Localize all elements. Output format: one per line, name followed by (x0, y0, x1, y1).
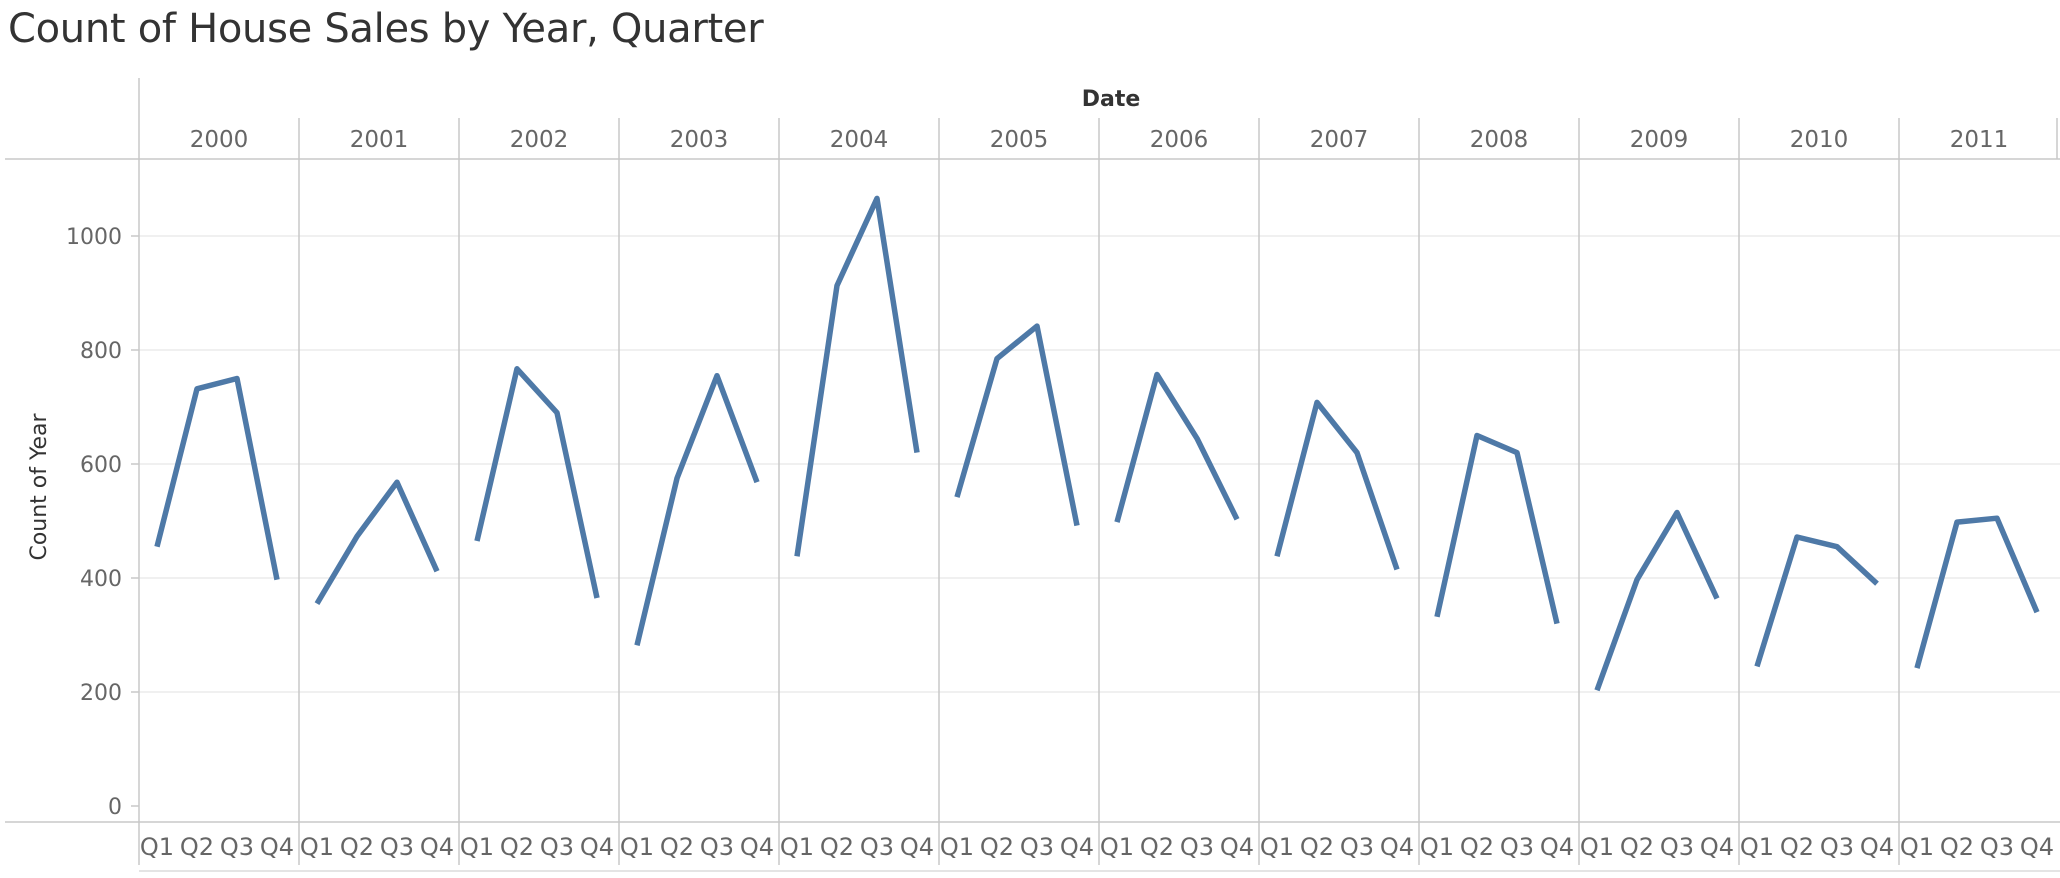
x-tick-label-2005-Q3: Q3 (1020, 833, 1054, 861)
series-line-2011 (1914, 515, 2040, 669)
x-tick-label-2006-Q3: Q3 (1180, 833, 1214, 861)
x-tick-label-2007-Q2: Q2 (1300, 833, 1334, 861)
series-line-2008 (1434, 432, 1560, 625)
x-tick-label-2001-Q4: Q4 (420, 833, 454, 861)
x-tick-label-2011-Q1: Q1 (1900, 833, 1934, 861)
year-header-2010: 2010 (1790, 127, 1849, 153)
x-tick-label-2003-Q3: Q3 (700, 833, 734, 861)
x-tick-label-2011-Q2: Q2 (1940, 833, 1974, 861)
chart-frame (5, 78, 2060, 872)
x-tick-label-2004-Q2: Q2 (820, 833, 854, 861)
x-tick-label-2010-Q3: Q3 (1820, 833, 1854, 861)
x-tick-label-2009-Q1: Q1 (1580, 833, 1614, 861)
x-tick-label-2000-Q1: Q1 (140, 833, 174, 861)
y-axis: 0 200 400 600 800 1000 (66, 225, 139, 820)
x-tick-label-2009-Q4: Q4 (1700, 833, 1734, 861)
x-tick-label-2006-Q1: Q1 (1100, 833, 1134, 861)
series-line-2005 (954, 323, 1080, 527)
x-tick-label-2011-Q3: Q3 (1980, 833, 2014, 861)
y-axis-title: Count of Year (27, 412, 52, 560)
series-line-2009 (1594, 509, 1720, 692)
series-line-2004 (794, 195, 920, 557)
year-header-2003: 2003 (670, 127, 729, 153)
x-tick-label-2001-Q3: Q3 (380, 833, 414, 861)
x-tick-label-2008-Q4: Q4 (1540, 833, 1574, 861)
series-line-2007 (1274, 399, 1400, 571)
x-tick-label-2006-Q2: Q2 (1140, 833, 1174, 861)
series-line-2002 (474, 366, 600, 599)
x-tick-label-2001-Q1: Q1 (300, 833, 334, 861)
x-tick-label-2002-Q4: Q4 (580, 833, 614, 861)
x-tick-label-2002-Q2: Q2 (500, 833, 534, 861)
series-line-2003 (634, 372, 760, 646)
x-tick-label-2004-Q1: Q1 (780, 833, 814, 861)
x-tick-label-2010-Q2: Q2 (1780, 833, 1814, 861)
year-headers: 2000 2001 2002 2003 2004 2005 2006 2007 2008 2009… (190, 127, 2009, 153)
y-tick-label: 800 (80, 339, 122, 364)
year-header-2000: 2000 (190, 127, 249, 153)
year-header-2006: 2006 (1150, 127, 1209, 153)
x-tick-label-2000-Q3: Q3 (220, 833, 254, 861)
series-line-2000 (154, 375, 280, 581)
y-tick-label: 1000 (66, 225, 122, 250)
x-tick-label-2009-Q2: Q2 (1620, 833, 1654, 861)
x-tick-label-2000-Q4: Q4 (260, 833, 294, 861)
year-header-2005: 2005 (990, 127, 1049, 153)
x-tick-label-2007-Q1: Q1 (1260, 833, 1294, 861)
x-tick-label-2002-Q1: Q1 (460, 833, 494, 861)
chart-title: Count of House Sales by Year, Quarter (8, 6, 764, 52)
y-tick-label: 600 (80, 453, 122, 478)
y-tick-label: 400 (80, 567, 122, 592)
x-tick-label-2008-Q3: Q3 (1500, 833, 1534, 861)
series (154, 195, 2040, 692)
series-line-2010 (1754, 534, 1879, 668)
x-tick-label-2010-Q1: Q1 (1740, 833, 1774, 861)
year-header-2002: 2002 (510, 127, 569, 153)
x-tick-label-2003-Q4: Q4 (740, 833, 774, 861)
year-header-2001: 2001 (350, 127, 409, 153)
x-tick-label-2005-Q4: Q4 (1060, 833, 1094, 861)
x-tick-label-2004-Q4: Q4 (900, 833, 934, 861)
x-tick-label-2001-Q2: Q2 (340, 833, 374, 861)
y-tick-label: 200 (80, 681, 122, 706)
series-line-2006 (1114, 371, 1240, 523)
x-tick-label-2000-Q2: Q2 (180, 833, 214, 861)
x-tick-label-2007-Q4: Q4 (1380, 833, 1414, 861)
y-tick-label: 0 (108, 795, 122, 820)
x-tick-label-2003-Q2: Q2 (660, 833, 694, 861)
x-tick-label-2007-Q3: Q3 (1340, 833, 1374, 861)
x-tick-label-2008-Q2: Q2 (1460, 833, 1494, 861)
year-header-2007: 2007 (1310, 127, 1369, 153)
x-tick-label-2011-Q4: Q4 (2020, 833, 2054, 861)
x-tick-label-2003-Q1: Q1 (620, 833, 654, 861)
x-tick-label-2010-Q4: Q4 (1860, 833, 1894, 861)
year-header-2011: 2011 (1950, 127, 2009, 153)
column-header-title: Date (1082, 87, 1141, 112)
x-tick-label-2008-Q1: Q1 (1420, 833, 1454, 861)
x-axis: Q1 Q2 Q3 Q4 Q1 Q2 Q3 Q4 Q1 Q2 Q3 Q4 Q1 Q2 Q3 Q4 Q1 Q2 Q3 Q4… (140, 833, 2054, 861)
x-tick-label-2005-Q2: Q2 (980, 833, 1014, 861)
x-tick-label-2005-Q1: Q1 (940, 833, 974, 861)
year-header-2009: 2009 (1630, 127, 1689, 153)
series-line-2001 (314, 479, 440, 606)
x-tick-label-2006-Q4: Q4 (1220, 833, 1254, 861)
x-tick-label-2002-Q3: Q3 (540, 833, 574, 861)
x-tick-label-2009-Q3: Q3 (1660, 833, 1694, 861)
year-header-2004: 2004 (830, 127, 889, 153)
year-header-2008: 2008 (1470, 127, 1529, 153)
x-tick-label-2004-Q3: Q3 (860, 833, 894, 861)
